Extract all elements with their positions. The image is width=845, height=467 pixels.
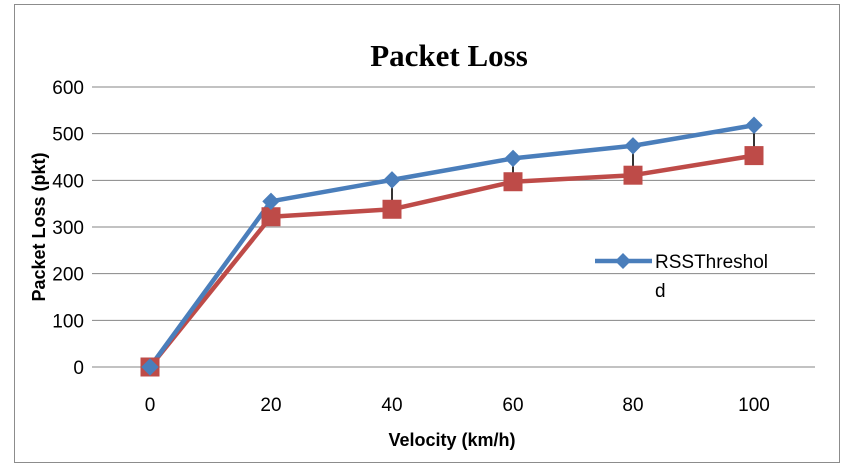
legend-marker-diamond [615, 253, 631, 269]
chart-frame [14, 4, 840, 463]
legend-label: d [655, 281, 666, 302]
data-point-square [623, 165, 643, 185]
data-point-diamond [383, 171, 401, 189]
x-tick-label: 100 [738, 395, 770, 416]
data-point-diamond [745, 116, 763, 134]
series-layer [140, 116, 764, 377]
y-tick-label: 600 [52, 78, 84, 99]
x-tick-label: 0 [145, 395, 156, 416]
y-tick-label: 400 [52, 171, 84, 192]
series-line-1 [148, 153, 755, 369]
x-tick-label: 20 [260, 395, 281, 416]
data-point-diamond [624, 137, 642, 155]
y-tick-label: 500 [52, 125, 84, 146]
y-tick-label: 0 [73, 358, 84, 379]
data-point-square [382, 199, 402, 219]
y-tick-label: 300 [52, 218, 84, 239]
y-axis-title: Packet Loss (pkt) [29, 152, 49, 301]
data-point-square [261, 207, 281, 227]
y-tick-label: 100 [52, 311, 84, 332]
x-axis-title: Velocity (km/h) [388, 430, 515, 450]
legend: RSSThreshol d [595, 252, 768, 302]
x-tick-label: 40 [381, 395, 402, 416]
x-tick-label: 60 [502, 395, 523, 416]
series-line-0 [148, 123, 755, 369]
y-tick-label: 200 [52, 265, 84, 286]
chart-title: Packet Loss [370, 38, 528, 73]
data-point-diamond [262, 192, 280, 211]
legend-label: RSSThreshol [655, 252, 768, 273]
y-tick-labels: 0 100 200 300 400 500 600 [52, 78, 84, 379]
gridlines [92, 86, 815, 368]
x-tick-label: 80 [622, 395, 643, 416]
data-point-diamond [504, 149, 522, 168]
data-point-square [503, 172, 523, 192]
x-tick-labels: 0 20 40 60 80 100 [145, 395, 770, 416]
data-point-diamond [141, 358, 159, 376]
data-point-square [744, 146, 764, 166]
